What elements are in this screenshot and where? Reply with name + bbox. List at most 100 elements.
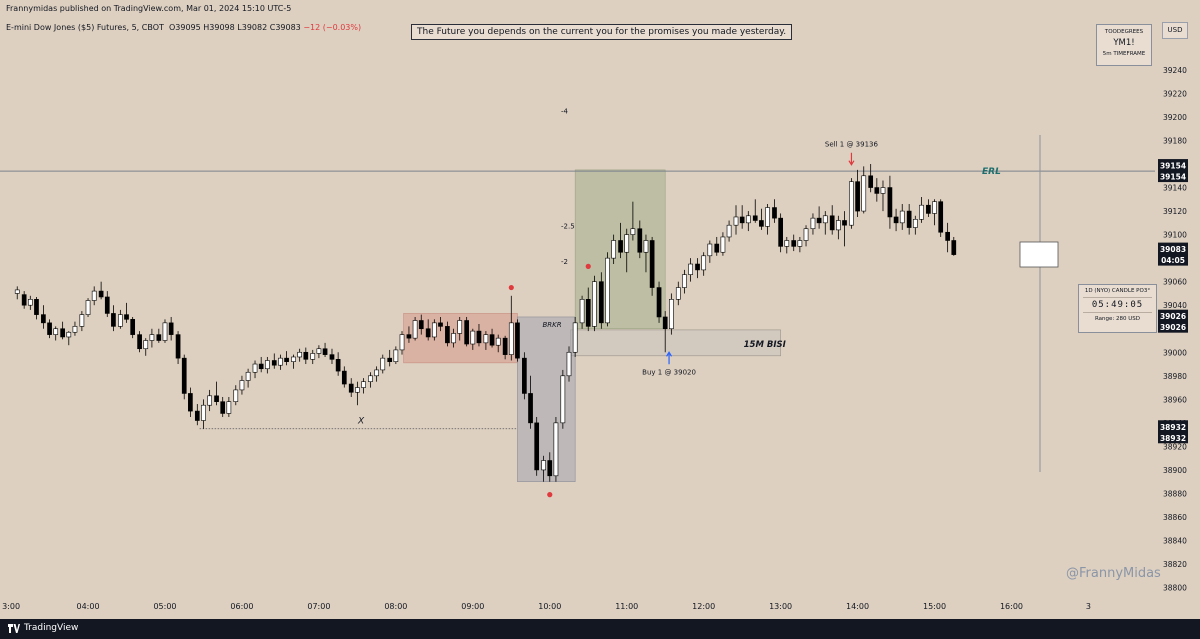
bisi-zone <box>570 329 781 357</box>
price-axis-tick: 38820 <box>1163 560 1187 569</box>
candle-body <box>406 334 412 339</box>
candle-body <box>701 255 707 271</box>
white-box-marker <box>1019 241 1059 268</box>
candle-body <box>476 330 482 344</box>
price-tag-bg <box>1158 242 1188 266</box>
currency-button[interactable]: USD <box>1162 22 1188 39</box>
candle-body <box>329 354 335 360</box>
price-axis-tick: 39140 <box>1163 184 1187 193</box>
candle-body <box>143 340 149 350</box>
candle-body <box>951 240 957 255</box>
tradingview-logo-icon[interactable] <box>8 624 20 633</box>
candle-body <box>470 330 476 345</box>
candle-body <box>842 220 847 226</box>
candle-body <box>816 217 822 224</box>
candle-body <box>98 290 104 298</box>
candle-body <box>739 216 745 224</box>
price-change: −12 (−0.03%) <box>303 23 362 32</box>
candle-body <box>341 370 347 385</box>
candle-body <box>868 175 874 188</box>
candle-body <box>214 395 219 402</box>
candle-body <box>412 320 418 339</box>
candle-body <box>515 322 520 359</box>
candle-body <box>271 360 277 366</box>
candle-body <box>495 337 501 346</box>
candle-body <box>380 357 386 371</box>
time-axis-tick: 15:00 <box>923 602 946 611</box>
candle-body <box>79 314 85 327</box>
info-author: TOODEGREES <box>1104 29 1144 35</box>
price-tag-label: 39026 <box>1160 312 1186 321</box>
candle-body <box>53 328 59 335</box>
candle-body <box>643 240 649 253</box>
candle-body <box>445 326 450 344</box>
price-tag-label: 39154 <box>1160 162 1186 171</box>
candle-body <box>201 404 206 421</box>
price-axis-tick: 39120 <box>1163 207 1187 216</box>
candle-body <box>118 314 123 327</box>
candle-body <box>899 210 905 224</box>
price-tag-label: 39083 <box>1160 245 1186 254</box>
candle-body <box>675 287 681 300</box>
price-tag-bg <box>1158 420 1188 444</box>
candle-body <box>874 187 880 194</box>
candle-body <box>566 351 572 377</box>
candle-body <box>233 389 239 402</box>
price-chart[interactable]: ERL X BRKR 15M BISI -4 -2.5 -2 Sell 1 @ 39136 B… <box>0 0 1200 619</box>
candle-countdown-box: 1D (NYO) CANDLE PO3° 05:49:05 Range: 280… <box>1078 284 1157 333</box>
candle-body <box>489 334 495 346</box>
candle-body <box>585 299 591 327</box>
candle-body <box>919 204 924 220</box>
candle-body <box>778 217 783 247</box>
author-watermark: @FrannyMidas <box>1066 566 1161 581</box>
price-axis-tick: 39220 <box>1163 89 1187 98</box>
candle-body <box>502 337 508 355</box>
candle-body <box>124 314 129 320</box>
candle-body <box>226 401 232 414</box>
time-axis-tick: 11:00 <box>615 602 638 611</box>
candle-body <box>91 290 97 301</box>
candle-body <box>457 320 463 334</box>
time-axis-tick: 05:00 <box>153 602 176 611</box>
candle-body <box>220 401 226 414</box>
candle-body <box>932 201 937 214</box>
candle-body <box>598 281 604 324</box>
candle-body <box>572 322 578 353</box>
candle-body <box>547 460 553 477</box>
candle-body <box>522 357 527 394</box>
signal-dot <box>508 284 514 291</box>
candle-body <box>252 363 258 373</box>
time-axis-tick: 08:00 <box>384 602 407 611</box>
candle-body <box>726 224 732 238</box>
candle-body <box>355 387 360 393</box>
candle-body <box>887 187 893 218</box>
price-axis-tick: 39060 <box>1163 278 1187 287</box>
fib-level-label: -4 <box>561 107 569 115</box>
time-axis-tick: 13:00 <box>769 602 792 611</box>
time-axis-tick: 3 <box>1086 602 1091 611</box>
candle-body <box>695 263 700 271</box>
candle-body <box>720 236 726 253</box>
candle-body <box>637 228 643 253</box>
candle-body <box>188 393 193 412</box>
candle-body <box>264 360 270 370</box>
time-axis-tick: 06:00 <box>230 602 253 611</box>
candle-body <box>303 351 309 360</box>
price-axis-tick: 38980 <box>1163 372 1187 381</box>
time-axis-tick: 3:00 <box>2 602 20 611</box>
indicator-info-box: TOODEGREES YM1! 5m TIMEFRAME <box>1096 24 1152 66</box>
candle-body <box>297 351 303 358</box>
candle-body <box>682 274 687 288</box>
candle-body <box>714 243 720 253</box>
candle-body <box>861 175 867 212</box>
candle-body <box>541 460 546 471</box>
candle-body <box>104 296 110 314</box>
candle-body <box>945 231 950 241</box>
footer-brand[interactable]: TradingView <box>24 623 79 633</box>
candle-body <box>464 320 470 345</box>
time-axis-bg <box>0 597 1200 619</box>
candle-body <box>906 210 912 228</box>
candle-body <box>181 357 187 394</box>
candle-body <box>733 216 739 226</box>
candle-body <box>849 181 854 226</box>
